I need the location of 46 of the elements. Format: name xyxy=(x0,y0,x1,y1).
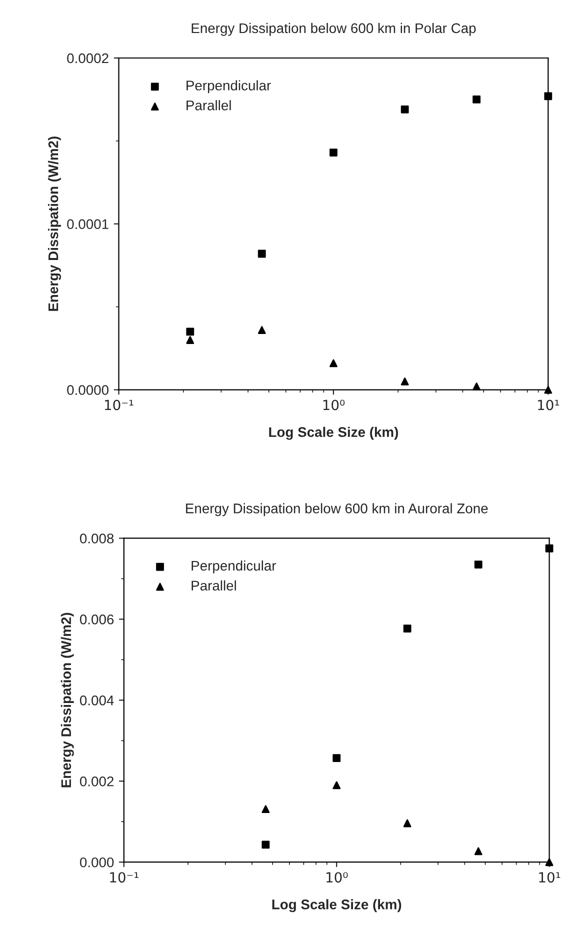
y-tick-label: 0.0000 xyxy=(67,385,109,395)
legend-label: Perpendicular xyxy=(186,80,271,94)
chart-title: Energy Dissipation below 600 km in Polar Cap xyxy=(192,22,476,36)
y-tick-label: 0.000 xyxy=(80,857,114,868)
legend-label: Parallel xyxy=(186,100,231,110)
x-tick-label: 10⁻¹ xyxy=(105,400,134,410)
point xyxy=(258,326,266,334)
point xyxy=(258,250,266,258)
y-axis-title: Energy Dissipation (W/m2) xyxy=(60,612,74,788)
point xyxy=(330,359,338,368)
point xyxy=(332,781,341,790)
point xyxy=(545,544,554,552)
point xyxy=(545,858,554,866)
point xyxy=(544,386,552,394)
point xyxy=(262,805,270,814)
chart-title: Energy Dissipation below 600 km in Auroral Zone xyxy=(186,503,488,516)
legend-label: Perpendicular xyxy=(192,560,276,574)
legend-label: Parallel xyxy=(192,580,236,591)
y-axis-title: Energy Dissipation (W/m2) xyxy=(48,136,62,311)
point xyxy=(474,847,482,856)
point xyxy=(400,378,409,386)
x-tick-label: 10⁻¹ xyxy=(110,872,138,883)
point xyxy=(544,92,552,100)
y-tick-label: 0.0001 xyxy=(67,219,108,230)
y-tick-label: 0.008 xyxy=(80,534,114,544)
point xyxy=(403,624,412,632)
x-tick-label: 10⁰ xyxy=(326,872,348,883)
point xyxy=(403,819,412,828)
point xyxy=(332,754,341,762)
x-tick-label: 10⁰ xyxy=(323,400,345,410)
y-tick-label: 0.002 xyxy=(80,776,114,786)
point xyxy=(400,105,409,114)
point xyxy=(262,840,270,849)
point xyxy=(186,336,194,344)
x-tick-label: 10¹ xyxy=(538,400,560,410)
y-tick-label: 0.004 xyxy=(80,696,114,706)
x-axis-title: Log Scale Size (km) xyxy=(272,899,402,912)
point xyxy=(472,382,481,390)
y-tick-label: 0.006 xyxy=(80,614,114,624)
y-tick-label: 0.0002 xyxy=(67,53,108,64)
point xyxy=(186,328,194,336)
point xyxy=(472,96,481,104)
point xyxy=(330,148,338,157)
x-tick-label: 10¹ xyxy=(539,872,560,883)
x-axis-title: Log Scale Size (km) xyxy=(269,426,398,440)
point xyxy=(474,560,482,569)
